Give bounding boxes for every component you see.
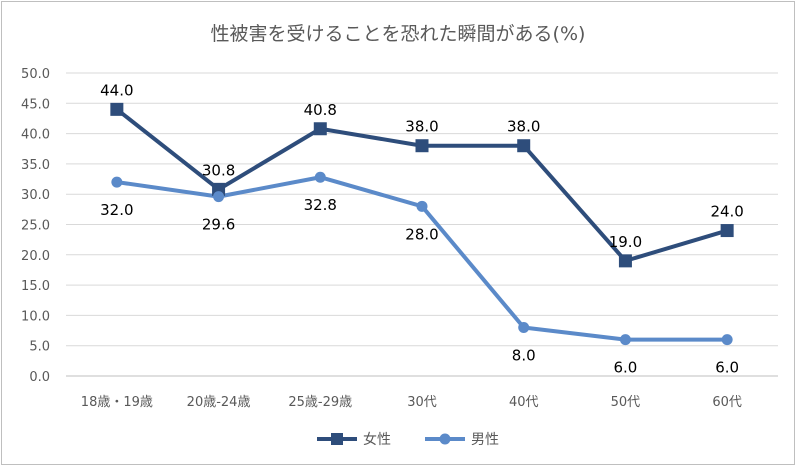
y-tick-label: 15.0 [21, 279, 50, 294]
y-tick-label: 45.0 [21, 97, 50, 112]
x-tick-label: 40代 [509, 395, 539, 410]
x-tick-label: 60代 [712, 395, 742, 410]
y-tick-label: 20.0 [21, 249, 50, 264]
data-point-square [517, 139, 531, 153]
data-point-square [618, 254, 632, 268]
data-point-square [110, 102, 124, 116]
legend-label: 女性 [363, 431, 391, 448]
x-tick-label: 18歳・19歳 [81, 395, 153, 410]
data-label: 8.0 [512, 347, 536, 365]
data-label: 6.0 [715, 359, 739, 377]
y-tick-label: 10.0 [21, 309, 50, 324]
data-point-circle [721, 334, 733, 346]
y-axis-tick-labels: 0.0 5.0 10.0 15.0 20.0 25.0 30.0 35.0 40.0 45.0 50… [21, 67, 50, 385]
data-point-square [313, 122, 327, 136]
y-tick-label: 30.0 [21, 188, 50, 203]
data-label: 32.0 [100, 201, 133, 219]
x-tick-label: 30代 [407, 395, 437, 410]
y-tick-label: 40.0 [21, 128, 50, 143]
y-tick-label: 35.0 [21, 158, 50, 173]
data-point-square [720, 224, 734, 238]
data-label: 28.0 [405, 225, 438, 243]
data-point-circle [416, 200, 428, 212]
legend-marker-square [331, 433, 343, 445]
data-point-square [415, 139, 429, 153]
y-tick-label: 5.0 [29, 340, 50, 355]
y-tick-label: 50.0 [21, 67, 50, 82]
data-label: 38.0 [405, 118, 438, 136]
data-labels: 44.0 30.8 40.8 38.0 38.0 19.0 24.0 32.0 29.6 32.8… [100, 81, 744, 376]
data-label: 29.6 [202, 216, 235, 234]
data-point-circle [518, 322, 530, 334]
data-label: 24.0 [710, 203, 743, 221]
x-tick-label: 20歳-24歳 [187, 395, 251, 410]
data-label: 38.0 [507, 118, 540, 136]
data-label: 6.0 [613, 359, 637, 377]
x-axis-tick-labels: 18歳・19歳 20歳-24歳 25歳-29歳 30代 40代 50代 60代 [81, 395, 742, 410]
chart-title: 性被害を受けることを恐れた瞬間がある(%) [211, 23, 586, 45]
data-label: 32.8 [304, 196, 337, 214]
data-point-circle [619, 334, 631, 346]
data-label: 44.0 [100, 81, 133, 99]
data-point-circle [111, 176, 123, 188]
legend-label: 男性 [471, 432, 499, 448]
series-markers [110, 102, 734, 346]
data-label: 40.8 [304, 101, 337, 119]
legend-marker-circle [439, 433, 451, 445]
y-tick-label: 0.0 [29, 370, 50, 385]
data-label: 30.8 [202, 161, 235, 179]
x-tick-label: 25歳-29歳 [288, 395, 352, 410]
data-point-circle [314, 171, 326, 183]
data-label: 19.0 [609, 233, 642, 251]
y-tick-label: 25.0 [21, 219, 50, 234]
gridlines [66, 72, 778, 377]
data-point-circle [213, 191, 225, 203]
x-tick-label: 50代 [611, 395, 641, 410]
legend: 女性 男性 [317, 431, 499, 448]
